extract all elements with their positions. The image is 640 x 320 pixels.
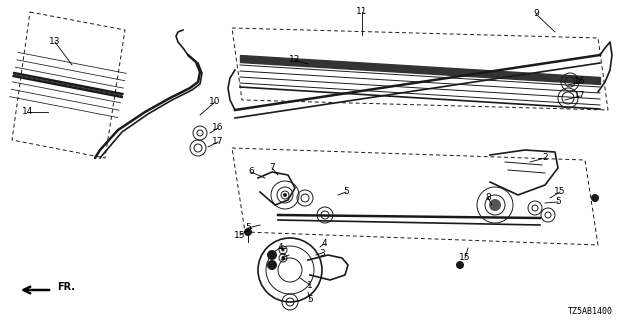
Text: 8: 8 bbox=[485, 194, 491, 203]
Text: 5: 5 bbox=[307, 295, 313, 305]
Text: 15: 15 bbox=[234, 230, 246, 239]
Text: 4: 4 bbox=[277, 244, 283, 252]
Circle shape bbox=[267, 260, 277, 270]
Text: 2: 2 bbox=[542, 154, 548, 163]
Circle shape bbox=[244, 228, 252, 236]
Text: 12: 12 bbox=[289, 55, 301, 65]
Text: 3: 3 bbox=[279, 253, 285, 262]
Text: 16: 16 bbox=[212, 124, 224, 132]
Text: 5: 5 bbox=[245, 223, 251, 233]
Text: 14: 14 bbox=[22, 108, 34, 116]
Text: 17: 17 bbox=[574, 92, 586, 100]
Text: 7: 7 bbox=[269, 164, 275, 172]
Circle shape bbox=[282, 249, 285, 252]
Circle shape bbox=[267, 250, 277, 260]
Text: 16: 16 bbox=[574, 77, 586, 86]
Text: TZ5AB1400: TZ5AB1400 bbox=[568, 308, 612, 316]
Circle shape bbox=[456, 261, 464, 269]
Circle shape bbox=[283, 193, 287, 197]
Text: 6: 6 bbox=[248, 167, 254, 177]
Circle shape bbox=[489, 199, 501, 211]
Text: FR.: FR. bbox=[57, 282, 75, 292]
Text: 13: 13 bbox=[49, 37, 61, 46]
Text: 10: 10 bbox=[209, 98, 221, 107]
Text: 5: 5 bbox=[343, 188, 349, 196]
Text: 5: 5 bbox=[555, 197, 561, 206]
Text: 15: 15 bbox=[460, 253, 471, 262]
Text: 4: 4 bbox=[321, 239, 327, 249]
Circle shape bbox=[282, 257, 285, 260]
Text: 3: 3 bbox=[319, 249, 325, 258]
Text: 17: 17 bbox=[212, 138, 224, 147]
Circle shape bbox=[591, 194, 599, 202]
Text: 9: 9 bbox=[533, 10, 539, 19]
Text: 15: 15 bbox=[554, 188, 566, 196]
Text: 11: 11 bbox=[356, 7, 368, 17]
Text: 1: 1 bbox=[307, 281, 313, 290]
